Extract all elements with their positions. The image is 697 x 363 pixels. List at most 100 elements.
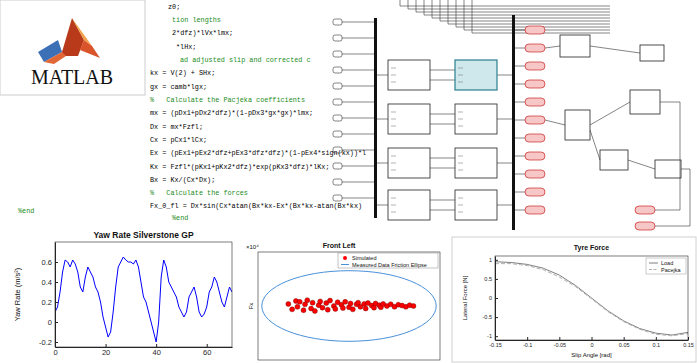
y-tick-mark bbox=[495, 317, 498, 318]
scatter-point bbox=[350, 307, 355, 312]
legend-box bbox=[338, 253, 438, 268]
signal-line bbox=[456, 0, 610, 27]
signal-line bbox=[342, 38, 374, 39]
legend-label: Simulated bbox=[352, 255, 376, 261]
outport-block bbox=[525, 116, 545, 124]
signal-line bbox=[342, 198, 374, 199]
axis-exponent: ×10⁴ bbox=[246, 244, 259, 250]
y-tick-mark bbox=[495, 298, 498, 299]
scatter-point bbox=[348, 301, 353, 306]
y-tick: 0 bbox=[489, 295, 498, 301]
code-line: % Calculate the forces bbox=[150, 189, 248, 197]
code-line: % Calculate the Pacjeka coefficients bbox=[150, 96, 305, 104]
logo-shape bbox=[80, 40, 100, 58]
x-tick-mark bbox=[656, 337, 657, 340]
legend-label: Load bbox=[661, 260, 673, 266]
port-mark bbox=[458, 198, 463, 199]
y-tick: 0.4 bbox=[42, 278, 58, 287]
x-axis-title: Slip Angle [rad] bbox=[571, 352, 612, 358]
outport-block bbox=[525, 26, 545, 34]
legend-label: Measured Data Friction Ellipse bbox=[352, 262, 427, 268]
signal-line bbox=[515, 120, 525, 121]
background bbox=[0, 0, 697, 363]
port-mark bbox=[458, 163, 463, 164]
port-mark bbox=[458, 205, 463, 206]
x-tick: 0.15 bbox=[683, 337, 694, 348]
x-tick-mark bbox=[207, 344, 208, 347]
x-tick-label: 0.15 bbox=[683, 342, 694, 348]
code-line: 2*dfz)*lVx*lmx; bbox=[172, 29, 233, 37]
legend: SimulatedMeasured Data Friction Ellipse bbox=[338, 253, 438, 268]
scatter-point bbox=[295, 304, 300, 309]
scatter-point bbox=[301, 308, 306, 313]
code-line: %end bbox=[172, 214, 188, 222]
block bbox=[655, 160, 681, 178]
x-tick-label: 20 bbox=[102, 348, 110, 357]
code-line: Dx = mx*Fzfl; bbox=[150, 123, 203, 131]
subsystem-block bbox=[455, 60, 497, 90]
signal-line bbox=[590, 46, 640, 53]
port-mark bbox=[458, 212, 463, 213]
logo-box bbox=[0, 0, 145, 95]
port-mark bbox=[391, 156, 396, 157]
block bbox=[630, 90, 660, 114]
block bbox=[640, 45, 664, 61]
inport-block bbox=[333, 35, 342, 41]
signal-line bbox=[342, 102, 374, 103]
x-tick-mark bbox=[106, 344, 107, 347]
inport-block bbox=[333, 131, 342, 137]
canvas: z0;tion lengths2*dfz)*lVx*lmx;*lHx;ad ad… bbox=[0, 0, 697, 363]
signal-line bbox=[515, 174, 525, 175]
x-tick-mark bbox=[527, 337, 528, 340]
signal-line bbox=[655, 102, 680, 210]
data-line bbox=[495, 264, 688, 336]
outport-block bbox=[525, 134, 545, 142]
friction-ellipse bbox=[262, 271, 436, 342]
code-line: ad adjusted slip and corrected c bbox=[180, 56, 311, 64]
scatter-point bbox=[320, 305, 325, 310]
x-tick: 0.05 bbox=[619, 337, 630, 348]
inport-block bbox=[333, 99, 342, 105]
port-mark bbox=[391, 212, 396, 213]
tyre-chart: -0.15-0.1-0.0500.050.10.15-1-0.500.51Loa… bbox=[483, 256, 694, 348]
legend-swatch bbox=[341, 264, 349, 265]
port-mark bbox=[391, 170, 396, 171]
bus-bar bbox=[374, 18, 377, 218]
signal-line bbox=[655, 169, 690, 226]
marks bbox=[55, 257, 232, 342]
subsystem-block bbox=[388, 60, 430, 90]
signal-line bbox=[377, 205, 388, 206]
signal-line bbox=[430, 158, 455, 159]
port-mark bbox=[458, 68, 463, 69]
code-line: gx = camb*lgx; bbox=[150, 83, 207, 91]
outport-block bbox=[525, 44, 545, 52]
signal-line bbox=[432, 0, 610, 18]
code-line: *lHx; bbox=[176, 43, 196, 51]
x-tick: 0.1 bbox=[653, 337, 661, 348]
y-tick: -1 bbox=[487, 333, 498, 339]
scatter-point bbox=[305, 298, 310, 303]
port-mark bbox=[458, 170, 463, 171]
signal-line bbox=[545, 46, 560, 48]
y-tick-label: -0.2 bbox=[39, 338, 52, 347]
signal-line bbox=[342, 86, 374, 87]
x-tick: 0 bbox=[590, 337, 593, 348]
signal-line bbox=[515, 66, 525, 67]
port-mark bbox=[391, 112, 396, 113]
signal-line bbox=[342, 166, 374, 167]
signal-line bbox=[400, 0, 610, 6]
legend-label: Pacejka bbox=[661, 267, 682, 273]
signal-line bbox=[342, 118, 374, 119]
y-tick: 0.6 bbox=[42, 258, 58, 267]
outport-block bbox=[635, 222, 655, 230]
x-tick-label: 0 bbox=[53, 348, 57, 357]
x-tick: 40 bbox=[152, 344, 160, 357]
y-tick-label: 0.6 bbox=[42, 258, 52, 267]
legend-swatch bbox=[649, 269, 658, 270]
x-tick-label: 0.1 bbox=[653, 342, 661, 348]
signal-line bbox=[515, 48, 525, 49]
signal-line bbox=[377, 163, 388, 164]
y-tick-mark bbox=[55, 262, 58, 263]
signal-line bbox=[342, 70, 374, 71]
inport-block bbox=[333, 19, 342, 25]
